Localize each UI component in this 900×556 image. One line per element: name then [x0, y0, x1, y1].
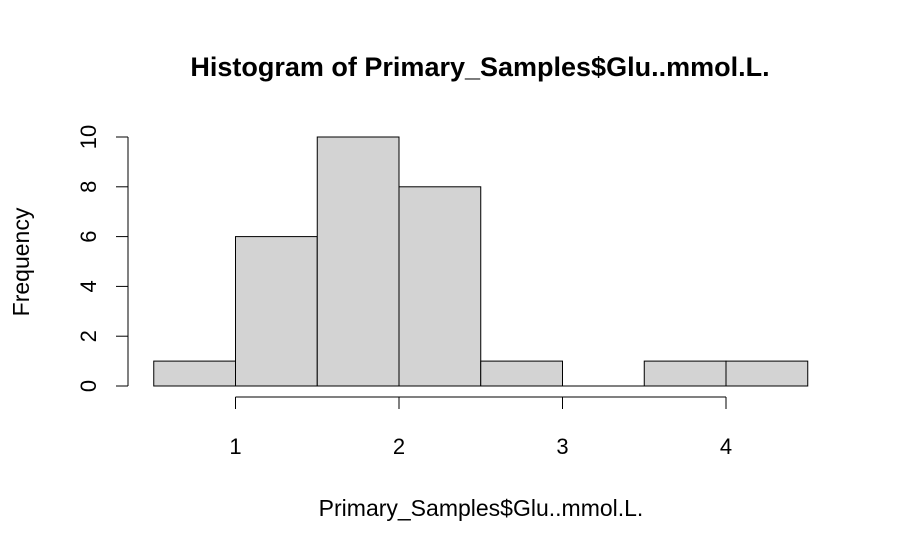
x-tick-label-4: 4: [720, 434, 732, 459]
y-tick-label-4: 4: [76, 280, 101, 292]
histogram-bar-5: [480, 360, 563, 387]
bars-group: [153, 136, 809, 387]
chart-title: Histogram of Primary_Samples$Glu..mmol.L…: [190, 52, 769, 82]
y-tick-label-8: 8: [76, 181, 101, 193]
histogram-bar-1: [153, 360, 236, 387]
x-axis-label: Primary_Samples$Glu..mmol.L.: [319, 495, 644, 521]
y-tick-label-10: 10: [76, 125, 101, 149]
x-tick-label-2: 2: [393, 434, 405, 459]
histogram-bar-4: [398, 186, 482, 387]
histogram-bar-8: [725, 360, 809, 387]
y-axis-label: Frequency: [8, 207, 34, 316]
y-axis: 0 2 4 6 8 10: [76, 125, 129, 392]
histogram-bar-2: [235, 236, 318, 387]
x-tick-label-1: 1: [229, 434, 241, 459]
histogram-bar-7: [643, 360, 727, 387]
histogram-bar-3: [316, 136, 400, 387]
y-tick-label-0: 0: [76, 380, 101, 392]
x-tick-label-3: 3: [556, 434, 568, 459]
y-tick-label-6: 6: [76, 230, 101, 242]
y-tick-label-2: 2: [76, 330, 101, 342]
x-axis: 1 2 3 4: [229, 396, 732, 459]
